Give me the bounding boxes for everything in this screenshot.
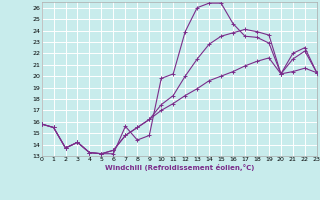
X-axis label: Windchill (Refroidissement éolien,°C): Windchill (Refroidissement éolien,°C) <box>105 164 254 171</box>
